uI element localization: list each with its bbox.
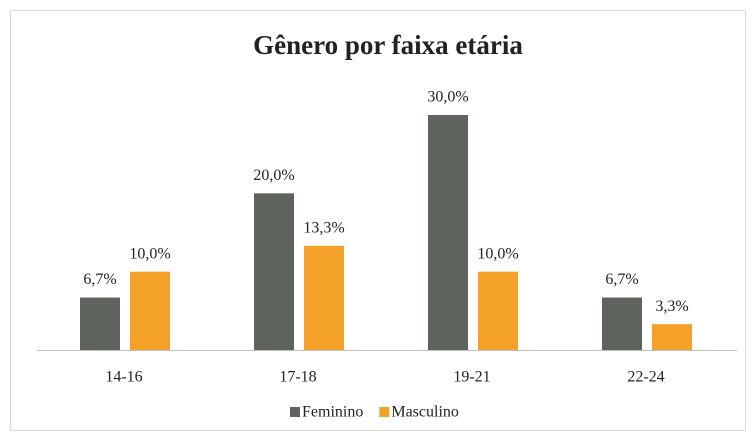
value-label: 6,7% [605, 271, 638, 288]
bar [304, 245, 344, 350]
value-label: 6,7% [83, 271, 116, 288]
legend-label: Masculino [391, 404, 459, 421]
value-label: 10,0% [477, 245, 518, 262]
bar [254, 193, 294, 350]
legend-label: Feminino [302, 404, 363, 421]
x-tick-label: 22-24 [627, 369, 664, 386]
value-label: 10,0% [129, 245, 170, 262]
chart-title: Gênero por faixa etária [253, 30, 523, 60]
bar [652, 324, 692, 350]
bar [80, 297, 120, 350]
bar [130, 271, 170, 350]
value-label: 20,0% [253, 167, 294, 184]
legend-swatch [379, 407, 390, 417]
value-label: 13,3% [303, 219, 344, 236]
bar [428, 115, 468, 350]
bar [478, 271, 518, 350]
value-label: 30,0% [427, 89, 468, 106]
x-tick-label: 17-18 [279, 369, 316, 386]
legend-swatch [290, 407, 300, 417]
x-tick-label: 19-21 [453, 369, 490, 386]
value-label: 3,3% [655, 298, 688, 315]
x-tick-label: 14-16 [105, 369, 142, 386]
bar [602, 297, 642, 350]
chart-border [10, 10, 746, 431]
